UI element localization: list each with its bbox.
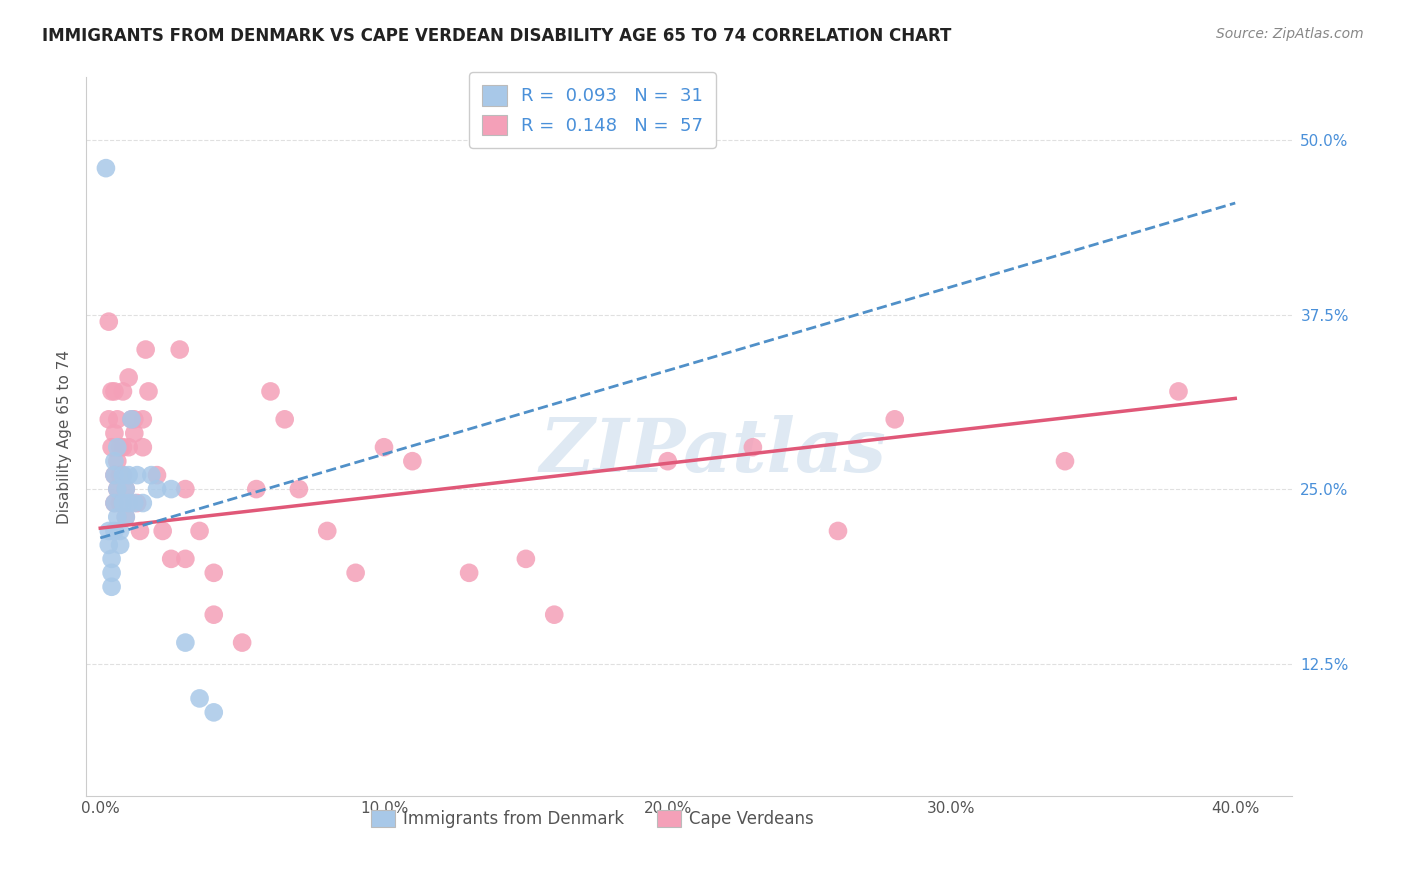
Point <box>103 426 125 441</box>
Point <box>103 468 125 483</box>
Point <box>105 482 128 496</box>
Point <box>121 412 143 426</box>
Point <box>543 607 565 622</box>
Point <box>827 524 849 538</box>
Point <box>124 412 146 426</box>
Point <box>103 454 125 468</box>
Point <box>245 482 267 496</box>
Point <box>1167 384 1189 399</box>
Point <box>117 496 139 510</box>
Point <box>373 440 395 454</box>
Point <box>103 496 125 510</box>
Point <box>259 384 281 399</box>
Point <box>111 440 134 454</box>
Text: Source: ZipAtlas.com: Source: ZipAtlas.com <box>1216 27 1364 41</box>
Point <box>202 607 225 622</box>
Point <box>97 412 120 426</box>
Point <box>111 384 134 399</box>
Point <box>152 524 174 538</box>
Point <box>174 635 197 649</box>
Point <box>105 510 128 524</box>
Point <box>160 482 183 496</box>
Point <box>121 412 143 426</box>
Point <box>117 440 139 454</box>
Point <box>515 552 537 566</box>
Point <box>124 496 146 510</box>
Point <box>174 552 197 566</box>
Point <box>100 440 122 454</box>
Point <box>138 384 160 399</box>
Point <box>202 706 225 720</box>
Point <box>114 510 136 524</box>
Text: ZIPatlas: ZIPatlas <box>540 415 887 487</box>
Point <box>288 482 311 496</box>
Point <box>97 538 120 552</box>
Point <box>146 468 169 483</box>
Point <box>114 482 136 496</box>
Point <box>117 468 139 483</box>
Point <box>127 468 149 483</box>
Point <box>458 566 481 580</box>
Point <box>188 524 211 538</box>
Point <box>111 468 134 483</box>
Point <box>100 552 122 566</box>
Point <box>129 524 152 538</box>
Point <box>141 468 163 483</box>
Point <box>146 482 169 496</box>
Point <box>174 482 197 496</box>
Point <box>105 440 128 454</box>
Point <box>169 343 191 357</box>
Point <box>105 454 128 468</box>
Point <box>103 468 125 483</box>
Point <box>202 566 225 580</box>
Point <box>105 412 128 426</box>
Point <box>114 510 136 524</box>
Point <box>132 412 155 426</box>
Text: IMMIGRANTS FROM DENMARK VS CAPE VERDEAN DISABILITY AGE 65 TO 74 CORRELATION CHAR: IMMIGRANTS FROM DENMARK VS CAPE VERDEAN … <box>42 27 952 45</box>
Point <box>1053 454 1076 468</box>
Point <box>127 496 149 510</box>
Point <box>108 468 131 483</box>
Point <box>103 384 125 399</box>
Point <box>401 454 423 468</box>
Point <box>100 384 122 399</box>
Point <box>94 161 117 176</box>
Point <box>188 691 211 706</box>
Point <box>657 454 679 468</box>
Point <box>273 412 295 426</box>
Point <box>883 412 905 426</box>
Point <box>132 440 155 454</box>
Point <box>111 468 134 483</box>
Point <box>100 580 122 594</box>
Legend: Immigrants from Denmark, Cape Verdeans: Immigrants from Denmark, Cape Verdeans <box>364 803 821 835</box>
Point <box>111 496 134 510</box>
Point <box>231 635 253 649</box>
Point <box>103 524 125 538</box>
Y-axis label: Disability Age 65 to 74: Disability Age 65 to 74 <box>58 350 72 524</box>
Point <box>124 426 146 441</box>
Point <box>741 440 763 454</box>
Point <box>316 524 339 538</box>
Point <box>97 315 120 329</box>
Point <box>100 566 122 580</box>
Point <box>114 482 136 496</box>
Point <box>108 538 131 552</box>
Point <box>105 482 128 496</box>
Point <box>132 496 155 510</box>
Point <box>97 524 120 538</box>
Point <box>117 370 139 384</box>
Point <box>160 552 183 566</box>
Point <box>135 343 157 357</box>
Point <box>344 566 367 580</box>
Point <box>103 496 125 510</box>
Point <box>108 496 131 510</box>
Point <box>108 524 131 538</box>
Point <box>108 440 131 454</box>
